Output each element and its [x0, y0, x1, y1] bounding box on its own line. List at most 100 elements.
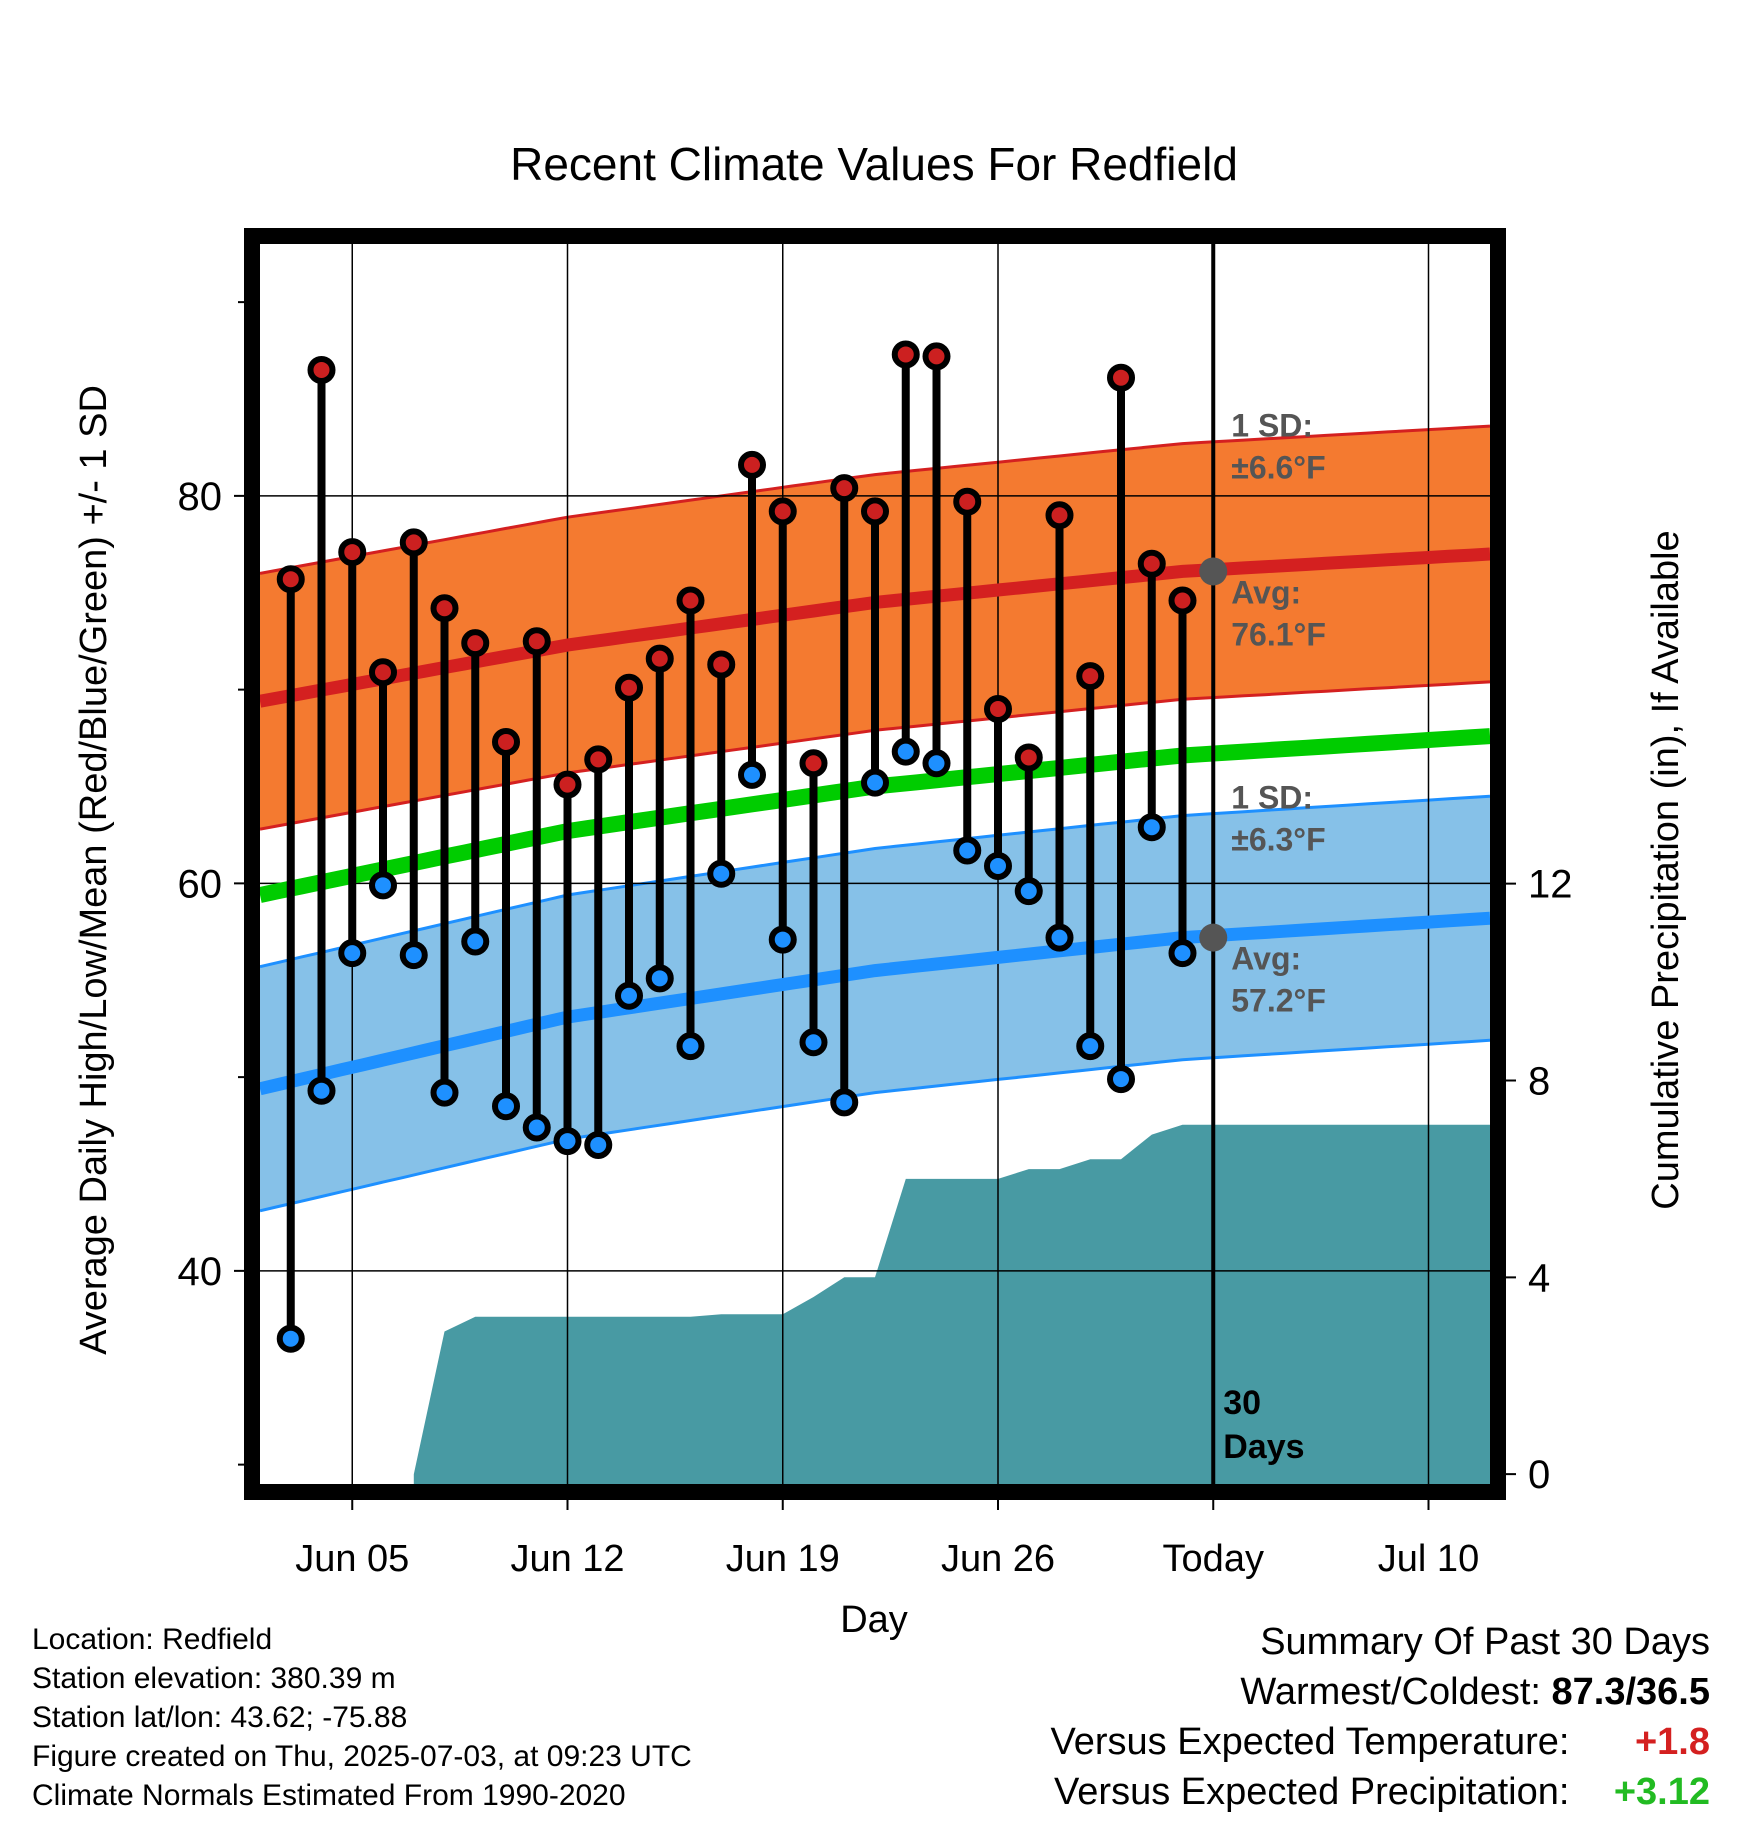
y2-axis-label: Cumulative Precipitation (in), If Availa…	[1645, 530, 1687, 1209]
low-sd-value: ±6.3°F	[1231, 822, 1325, 858]
daily-high-point	[522, 627, 551, 656]
daily-low-point	[984, 851, 1012, 880]
daily-high-point	[399, 528, 428, 557]
daily-low-point	[307, 1076, 336, 1105]
daily-high-point	[338, 538, 367, 567]
daily-high-point	[1137, 549, 1166, 578]
daily-high-point	[430, 594, 459, 623]
daily-high-point	[584, 745, 613, 774]
today-high-avg-marker	[1199, 557, 1228, 586]
daily-low-point	[584, 1130, 613, 1159]
temp-value: +1.8	[1634, 1721, 1710, 1763]
daily-low-point	[738, 760, 766, 789]
y2-tick-label: 12	[1528, 863, 1573, 907]
daily-high-point	[369, 658, 397, 687]
y2-tick-label: 8	[1528, 1060, 1550, 1104]
warmest-value: 87.3/36.5	[1551, 1671, 1710, 1713]
station-info: Location: Redfield Station elevation: 38…	[32, 1620, 792, 1815]
daily-high-point	[861, 497, 889, 526]
latlon-text: Station lat/lon: 43.62; -75.88	[32, 1701, 408, 1734]
daily-high-point	[1045, 501, 1074, 530]
x-tick-label: Jun 05	[295, 1538, 409, 1580]
daily-high-point	[799, 749, 828, 778]
low-sd-lower-line	[260, 1038, 1490, 1213]
today-days-label: Days	[1223, 1428, 1304, 1466]
plot-clipped	[260, 244, 1490, 1484]
temp-label: Versus Expected Temperature:	[1050, 1721, 1570, 1763]
daily-low-point	[768, 925, 797, 954]
high-avg-label: Avg:	[1231, 574, 1301, 610]
daily-low-point	[891, 737, 920, 766]
daily-low-point	[615, 981, 643, 1010]
summary-title: Summary Of Past 30 Days	[1260, 1621, 1710, 1663]
normal-low-line	[260, 911, 1490, 1096]
high-sd-upper-line	[260, 424, 1490, 575]
daily-high-point	[676, 586, 705, 615]
daily-low-point	[461, 927, 490, 956]
today-low-avg-marker	[1199, 923, 1228, 952]
daily-high-point	[492, 727, 520, 756]
created-text: Figure created on Thu, 2025-07-03, at 09…	[32, 1740, 692, 1773]
temp-row: Versus Expected Temperature: +1.8	[810, 1717, 1710, 1767]
daily-high-point	[1076, 662, 1105, 691]
low-sd-label: 1 SD:	[1231, 780, 1313, 816]
daily-low-point	[1137, 813, 1166, 842]
daily-low-point	[922, 749, 951, 778]
daily-high-point	[1107, 363, 1135, 392]
daily-high-point	[768, 497, 797, 526]
daily-high-point	[953, 487, 982, 516]
daily-low-point	[1107, 1065, 1135, 1094]
elevation-text: Station elevation: 380.39 m	[32, 1662, 396, 1695]
daily-low-point	[707, 859, 736, 888]
daily-high-point	[461, 629, 490, 658]
location-text: Location: Redfield	[32, 1623, 273, 1656]
daily-low-point	[830, 1088, 859, 1117]
daily-high-point	[922, 342, 951, 371]
x-tick-label: Jul 10	[1378, 1538, 1479, 1580]
daily-low-point	[276, 1324, 305, 1353]
x-tick-label: Jun 19	[726, 1538, 840, 1580]
x-tick-label: Jun 26	[941, 1538, 1055, 1580]
daily-high-point	[1168, 586, 1197, 615]
daily-low-point	[953, 836, 982, 865]
daily-high-point	[830, 474, 859, 503]
warmest-label: Warmest/Coldest:	[1240, 1671, 1541, 1713]
plot-frame	[244, 228, 1506, 1500]
daily-low-point	[645, 964, 674, 993]
y2-tick-label: 4	[1528, 1256, 1550, 1300]
y-tick-label: 60	[178, 862, 223, 906]
daily-high-point	[984, 695, 1012, 723]
y2-tick-label: 0	[1528, 1453, 1550, 1497]
high-avg-value: 76.1°F	[1231, 616, 1326, 652]
daily-high-point	[645, 644, 674, 673]
warmest-row: Warmest/Coldest: 87.3/36.5	[810, 1667, 1710, 1717]
daily-low-point	[1014, 877, 1043, 906]
y-tick-label: 40	[178, 1250, 223, 1294]
daily-low-point	[522, 1113, 551, 1142]
low-sd-upper-line	[260, 794, 1490, 969]
y-tick-label: 80	[178, 475, 223, 519]
daily-low-point	[1076, 1032, 1105, 1061]
low-avg-value: 57.2°F	[1231, 983, 1326, 1019]
precip-row: Versus Expected Precipitation: +3.12	[810, 1767, 1710, 1817]
daily-low-point	[399, 941, 428, 970]
x-axis-label: Day	[840, 1599, 908, 1641]
daily-high-point	[615, 673, 643, 702]
precip-value: +3.12	[1613, 1771, 1710, 1813]
daily-low-point	[676, 1032, 705, 1061]
daily-low-point	[430, 1078, 459, 1107]
daily-low-point	[861, 768, 889, 797]
daily-high-point	[307, 355, 336, 384]
daily-low-point	[338, 939, 367, 968]
daily-low-point	[799, 1028, 828, 1057]
daily-low-point	[553, 1127, 582, 1156]
plot-area: 1 SD: ±6.6°F Avg: 76.1°F 1 SD: ±6.3°F Avg: 57.2…	[178, 228, 1573, 1580]
daily-low-point	[1168, 939, 1197, 968]
daily-low-point	[369, 871, 397, 900]
today-days-label: 30	[1223, 1384, 1261, 1422]
daily-high-point	[707, 650, 736, 679]
daily-high-point	[276, 565, 305, 594]
daily-low-point	[1045, 923, 1074, 952]
precipitation-area	[413, 1124, 1490, 1484]
